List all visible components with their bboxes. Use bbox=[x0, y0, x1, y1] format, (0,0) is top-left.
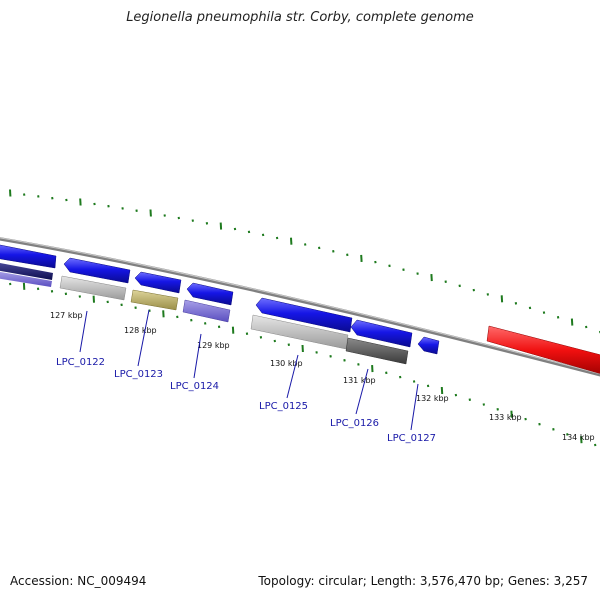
genome-backbone bbox=[0, 237, 600, 377]
feature-block[interactable] bbox=[182, 299, 231, 323]
tick-label: 128 kbp bbox=[124, 326, 157, 335]
feature-block[interactable] bbox=[250, 314, 349, 350]
gene-arrow[interactable] bbox=[186, 282, 234, 306]
outer-tick-ring bbox=[9, 189, 600, 334]
gene-arrow[interactable] bbox=[255, 297, 353, 333]
accession-label: Accession: NC_009494 bbox=[10, 574, 147, 588]
gene-label-lpc-0124[interactable]: LPC_0124 bbox=[170, 381, 219, 392]
map-title: Legionella pneumophila str. Corby, compl… bbox=[126, 10, 474, 25]
leader-line bbox=[286, 354, 299, 399]
leader-line bbox=[79, 310, 88, 353]
tick-label: 127 kbp bbox=[50, 311, 83, 320]
leader-line bbox=[410, 383, 419, 431]
gene-arrow[interactable] bbox=[417, 336, 440, 355]
feature-block[interactable] bbox=[0, 262, 53, 280]
gene-leader-lines bbox=[79, 309, 419, 431]
feature-block[interactable] bbox=[0, 271, 52, 287]
gene-arrow[interactable] bbox=[134, 271, 182, 294]
red-feature[interactable] bbox=[486, 325, 600, 375]
leader-line bbox=[193, 333, 202, 379]
gene-label-lpc-0126[interactable]: LPC_0126 bbox=[330, 418, 379, 429]
tick-label: 129 kbp bbox=[197, 341, 230, 350]
genome-backbone-highlight bbox=[0, 237, 600, 375]
feature-block[interactable] bbox=[345, 337, 409, 365]
tick-label: 132 kbp bbox=[416, 394, 449, 403]
gene-label-lpc-0122[interactable]: LPC_0122 bbox=[56, 357, 105, 368]
feature-block[interactable] bbox=[59, 275, 127, 301]
gene-label-lpc-0127[interactable]: LPC_0127 bbox=[387, 433, 436, 444]
gene-label-lpc-0125[interactable]: LPC_0125 bbox=[259, 401, 308, 412]
gene-arrow[interactable] bbox=[0, 244, 57, 269]
tick-label: 133 kbp bbox=[489, 413, 522, 422]
tick-label: 134 kbp bbox=[562, 433, 595, 442]
tick-label: 130 kbp bbox=[270, 359, 303, 368]
leader-line bbox=[355, 368, 369, 415]
gene-labels: LPC_0122 LPC_0123 LPC_0124 LPC_0125 LPC_… bbox=[56, 357, 436, 444]
forward-strand-genes bbox=[0, 244, 600, 375]
gene-arrow[interactable] bbox=[350, 319, 413, 348]
kbp-ticks: 127 kbp 128 kbp 129 kbp 130 kbp 131 kbp … bbox=[50, 311, 595, 442]
feature-track bbox=[0, 262, 409, 365]
tick-label: 131 kbp bbox=[343, 376, 376, 385]
leader-line bbox=[137, 309, 150, 367]
gene-label-lpc-0123[interactable]: LPC_0123 bbox=[114, 369, 163, 380]
feature-block[interactable] bbox=[130, 289, 179, 311]
inner-tick-ring bbox=[9, 282, 597, 447]
gene-arrow[interactable] bbox=[63, 257, 131, 284]
genome-stats: Topology: circular; Length: 3,576,470 bp… bbox=[258, 574, 588, 588]
